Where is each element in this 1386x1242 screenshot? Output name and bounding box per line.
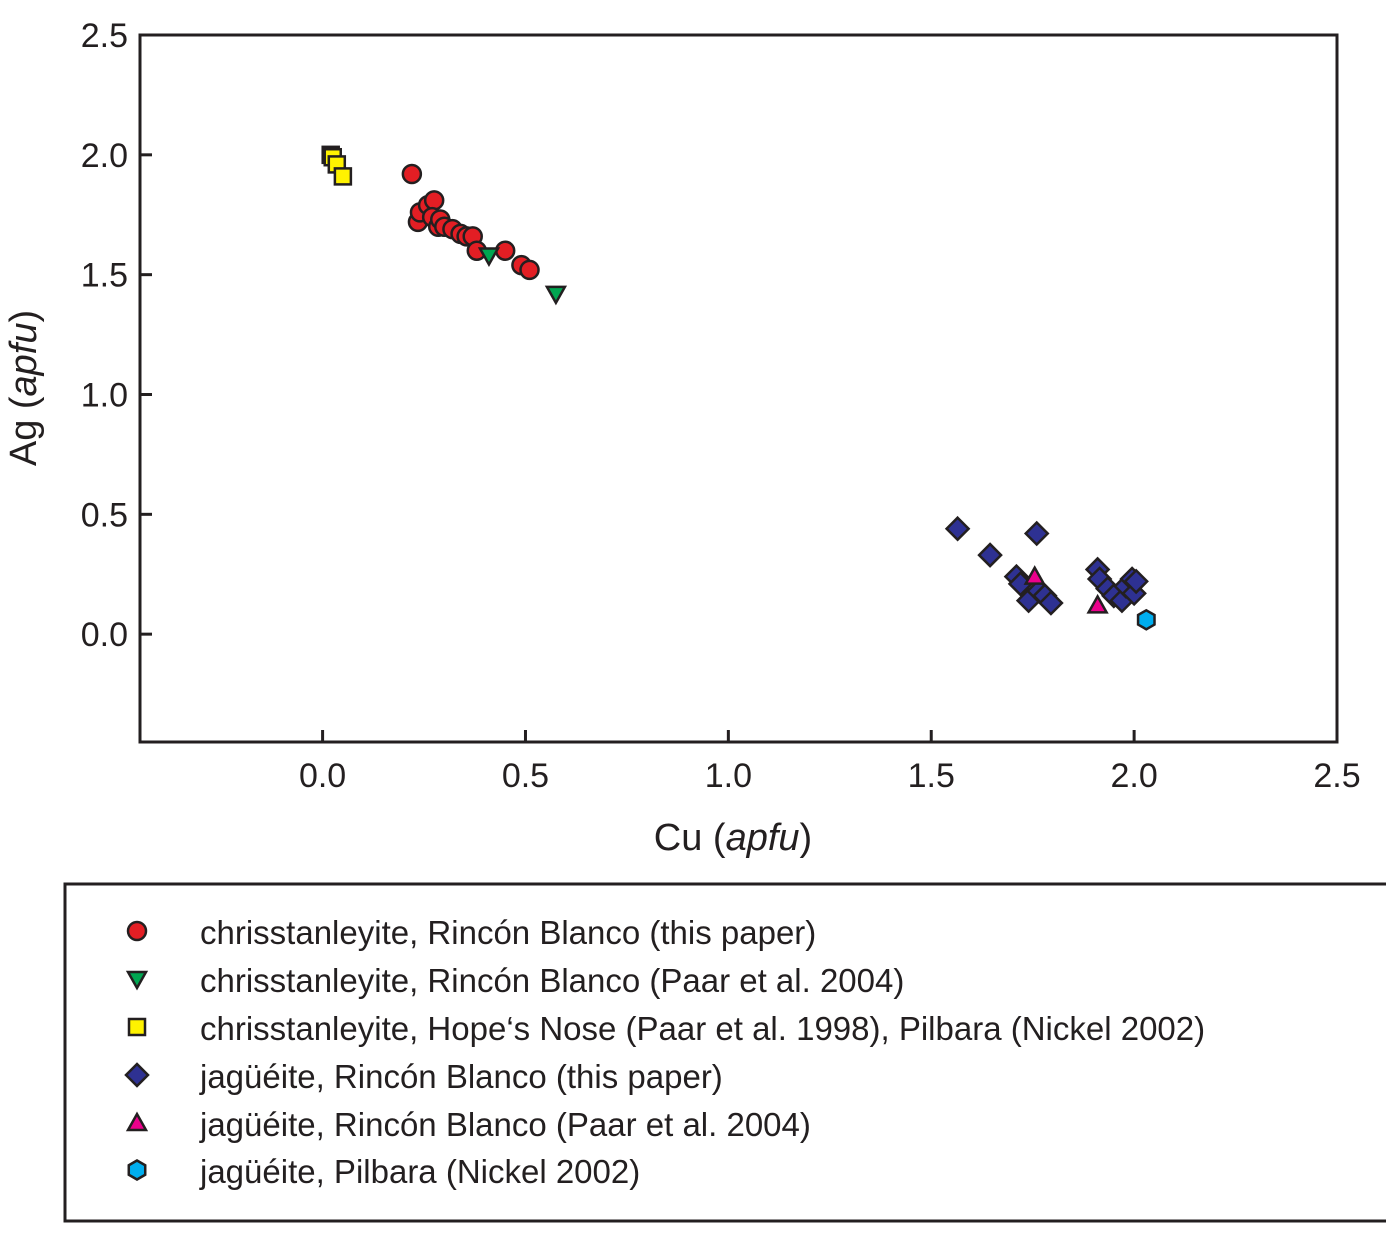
x-tick-label: 1.5	[908, 757, 955, 795]
y-axis-title-unit: apfu	[3, 322, 45, 396]
legend-item: jagüéite, Pilbara (Nickel 2002)	[127, 1153, 640, 1190]
x-tick-label: 0.0	[299, 757, 346, 795]
diamond-point	[1038, 590, 1064, 616]
y-tick-label: 0.5	[81, 496, 128, 534]
legend-triangle-down-marker	[125, 970, 149, 991]
legend-diamond-marker	[124, 1062, 150, 1088]
legend-circle-marker	[126, 920, 148, 942]
square-point	[333, 167, 353, 186]
diamond-point	[1123, 568, 1149, 595]
series-triangle-up	[1023, 565, 1109, 614]
legend-item: chrisstanleyite, Hope‘s Nose (Paar et al…	[127, 1010, 1205, 1047]
triangle-up-point	[1086, 593, 1109, 614]
series-triangle-down	[477, 247, 568, 306]
legend-item: chrisstanleyite, Rincón Blanco (Paar et …	[125, 962, 904, 999]
x-tick-label: 2.0	[1110, 757, 1157, 795]
legend-label: chrisstanleyite, Rincón Blanco (Paar et …	[200, 962, 904, 999]
legend-item: jagüéite, Rincón Blanco (this paper)	[124, 1058, 723, 1095]
legend-label: jagüéite, Rincón Blanco (Paar et al. 200…	[199, 1106, 811, 1143]
axis-ticks	[140, 33, 1339, 742]
y-tick-label: 2.0	[81, 137, 128, 175]
circle-point	[519, 259, 540, 281]
series-hexagon	[1136, 608, 1156, 631]
series-circle	[401, 163, 540, 281]
series-square	[321, 145, 353, 186]
legend-item: chrisstanleyite, Rincón Blanco (this pap…	[126, 914, 816, 951]
legend-label: chrisstanleyite, Rincón Blanco (this pap…	[200, 914, 816, 951]
y-tick-label: 0.0	[81, 616, 128, 654]
legend-box	[63, 882, 1386, 1223]
axis-tick-labels: 0.0 0.5 1.0 1.5 2.0 2.5 0.0 0.5 1.0 1.5 2.0 2.5	[81, 17, 1361, 795]
diamond-point	[1023, 520, 1050, 547]
legend-label: jagüéite, Rincón Blanco (this paper)	[199, 1058, 723, 1095]
triangle-up-point	[1023, 565, 1046, 585]
x-tick-label: 0.5	[502, 757, 549, 795]
circle-point	[423, 190, 445, 211]
circle-point	[494, 240, 516, 261]
y-axis-title: Ag (apfu)	[3, 310, 45, 466]
data-points	[321, 145, 1156, 631]
x-tick-label: 2.5	[1313, 757, 1360, 795]
legend-triangle-up-marker	[125, 1111, 149, 1132]
x-axis-title-unit: apfu	[726, 817, 800, 859]
circle-point	[401, 163, 423, 185]
y-tick-label: 1.0	[81, 376, 128, 414]
legend-label: jagüéite, Pilbara (Nickel 2002)	[199, 1153, 640, 1190]
triangle-down-point	[544, 285, 568, 306]
diamond-point	[977, 542, 1003, 568]
legend-label: chrisstanleyite, Hope‘s Nose (Paar et al…	[200, 1010, 1205, 1047]
diamond-point	[944, 515, 971, 542]
legend-square-marker	[127, 1017, 147, 1037]
hexagon-point	[1136, 608, 1156, 631]
x-axis-title: Cu (apfu)	[654, 817, 812, 859]
y-axis-title-main: Ag	[3, 420, 45, 466]
legend: chrisstanleyite, Rincón Blanco (this pap…	[124, 914, 1205, 1190]
y-tick-label: 2.5	[81, 17, 128, 55]
y-tick-label: 1.5	[81, 257, 128, 295]
series-diamond	[944, 515, 1149, 616]
plot-area-frame	[138, 33, 1339, 744]
legend-item: jagüéite, Rincón Blanco (Paar et al. 200…	[125, 1106, 811, 1143]
x-axis-title-main: Cu	[654, 817, 703, 859]
legend-hexagon-marker	[127, 1159, 147, 1181]
triangle-down-point	[477, 247, 501, 268]
x-tick-label: 1.0	[705, 757, 752, 795]
